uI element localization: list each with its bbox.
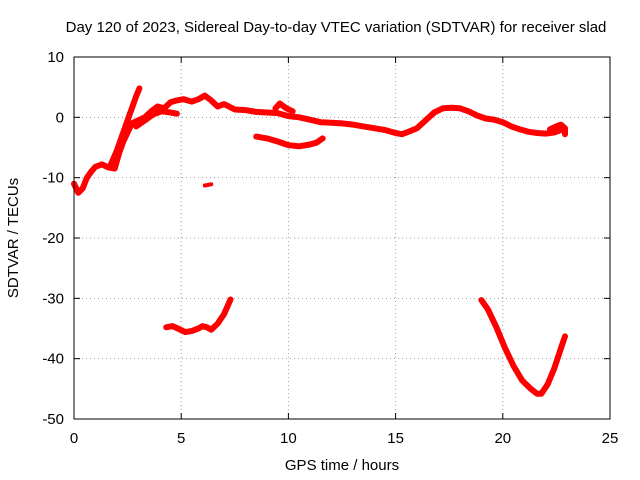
series-main	[71, 92, 566, 196]
x-axis-label: GPS time / hours	[285, 457, 399, 474]
series-rise-spike	[107, 85, 143, 169]
y-axis-label: SDTVAR / TECUs	[5, 178, 22, 298]
x-tick-label: 15	[387, 430, 404, 447]
chart-title: Day 120 of 2023, Sidereal Day-to-day VTE…	[66, 19, 607, 36]
series-dot-6.3	[202, 182, 214, 188]
series-low-arc-1	[163, 296, 234, 336]
x-tick-label: 20	[494, 430, 511, 447]
y-tick-label: 0	[56, 109, 64, 126]
series-late-spike	[547, 121, 568, 138]
x-tick-label: 0	[70, 430, 78, 447]
x-tick-label: 25	[602, 430, 619, 447]
y-tick-label: -40	[42, 351, 64, 368]
data-series-group	[71, 85, 568, 397]
y-tick-labels: -50 -40 -30 -20 -10 0 10	[42, 49, 64, 428]
x-tick-label: 10	[280, 430, 297, 447]
x-tick-label: 5	[177, 430, 185, 447]
series-morning-branch	[133, 108, 180, 130]
y-tick-label: -30	[42, 290, 64, 307]
series-mid-dip	[253, 133, 326, 150]
y-tick-label: -20	[42, 230, 64, 247]
y-tick-label: -10	[42, 170, 64, 187]
series-low-arc-2	[478, 297, 568, 397]
y-tick-label: -50	[42, 411, 64, 428]
y-tick-label: 10	[47, 49, 64, 66]
axis-ticks	[73, 56, 611, 420]
x-tick-labels: 0 5 10 15 20 25	[70, 430, 619, 447]
series-spike-9.5	[272, 100, 296, 115]
